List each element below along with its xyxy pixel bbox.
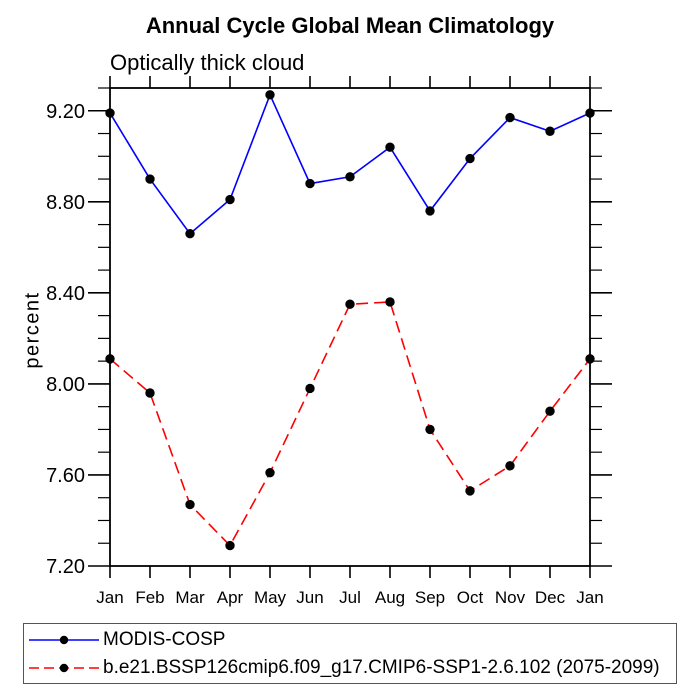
- legend-item: b.e21.BSSP126cmip6.f09_g17.CMIP6-SSP1-2.…: [27, 656, 676, 680]
- data-point: [185, 499, 195, 510]
- data-point: [425, 206, 435, 216]
- chart-title: Annual Cycle Global Mean Climatology: [145, 13, 555, 38]
- legend-item: MODIS-COSP: [27, 628, 676, 652]
- legend-label: b.e21.BSSP126cmip6.f09_g17.CMIP6-SSP1-2.…: [103, 656, 660, 678]
- y-tick-label: 8.80: [46, 192, 85, 214]
- plot-frame: [109, 87, 591, 567]
- chart-subtitle: Optically thick cloud: [110, 50, 305, 75]
- x-tick-label: May: [254, 588, 287, 607]
- x-tick-label: Jan: [96, 588, 123, 607]
- x-tick-label: Jan: [576, 588, 603, 607]
- data-point: [225, 194, 235, 205]
- data-point: [585, 108, 595, 118]
- data-point: [425, 424, 435, 435]
- data-point: [265, 90, 275, 100]
- data-point: [225, 540, 235, 551]
- data-point: [105, 108, 115, 118]
- data-point: [265, 467, 275, 478]
- data-point: [185, 228, 195, 239]
- annual-cycle-line-chart: Jan Feb Mar Apr May Jun Jul Aug Sep Oct Nov Dec Jan 7…: [46, 76, 612, 607]
- y-tick-label: 8.40: [46, 283, 85, 305]
- data-point: [305, 178, 315, 189]
- series-line-obs: [109, 92, 591, 235]
- x-tick-label: Jun: [296, 588, 323, 607]
- y-tick-label: 9.20: [46, 101, 85, 123]
- x-tick-label: Oct: [457, 588, 484, 607]
- legend-line-sample: [29, 663, 99, 672]
- legend-marker-icon: [59, 663, 69, 672]
- data-point: [385, 297, 395, 307]
- data-point: [145, 174, 155, 184]
- data-point: [465, 153, 475, 164]
- data-point: [505, 112, 515, 123]
- legend-box: MODIS-COSP b.e21.BSSP126cmip6.f09_g17.CMI…: [23, 623, 677, 684]
- legend-line-sample: [29, 635, 99, 644]
- data-point: [345, 299, 355, 309]
- x-tick-label: Feb: [135, 588, 164, 607]
- x-tick-label: Nov: [495, 588, 526, 607]
- data-point: [545, 126, 555, 136]
- x-tick-label: Aug: [375, 588, 405, 607]
- data-point: [545, 406, 555, 416]
- x-tick-label: Dec: [535, 588, 566, 607]
- data-point: [385, 142, 395, 152]
- data-point: [585, 354, 595, 364]
- legend-label: MODIS-COSP: [103, 628, 226, 650]
- data-point: [465, 486, 475, 496]
- y-tick-label: 8.00: [46, 374, 85, 396]
- data-point: [145, 388, 155, 398]
- series-line-model: [109, 301, 591, 547]
- y-tick-label: 7.20: [46, 556, 85, 578]
- data-point: [505, 461, 515, 471]
- y-tick-label: 7.60: [46, 465, 85, 487]
- data-point: [305, 383, 315, 394]
- x-tick-label: Apr: [217, 588, 244, 607]
- x-tick-label: Sep: [415, 588, 445, 607]
- data-point: [345, 172, 355, 182]
- legend-marker-icon: [59, 635, 69, 644]
- x-tick-label: Mar: [175, 588, 205, 607]
- data-point: [105, 354, 115, 364]
- x-tick-label: Jul: [339, 588, 361, 607]
